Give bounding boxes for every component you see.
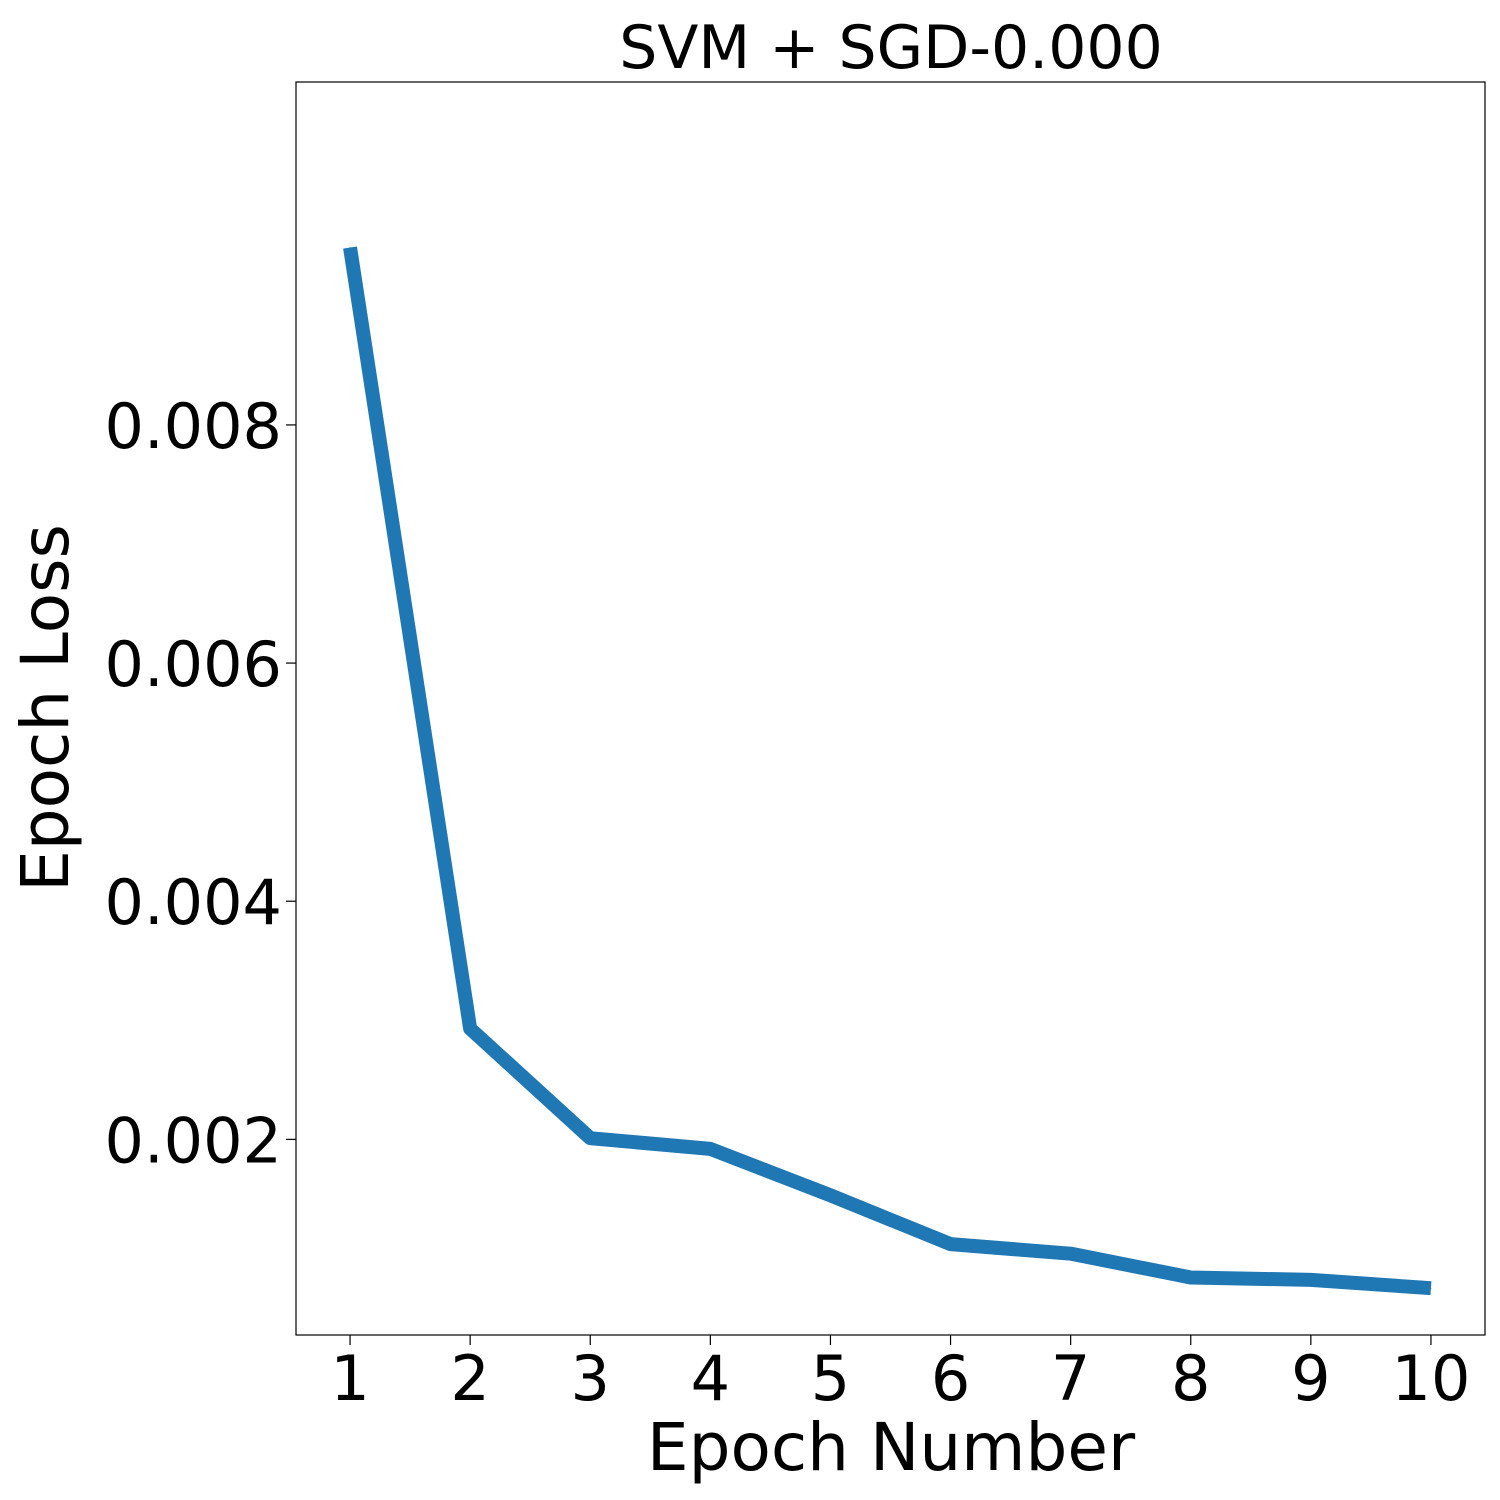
data-point [709, 1148, 711, 1150]
x-tick-label: 7 [1051, 1342, 1090, 1415]
y-tick-label: 0.002 [105, 1104, 283, 1177]
series-layer [343, 246, 1432, 1296]
y-axis: 0.002 0.004 0.006 0.008 [105, 390, 296, 1177]
x-tick-label: 8 [1171, 1342, 1210, 1415]
y-tick-label: 0.008 [105, 390, 283, 463]
data-point [589, 1137, 591, 1139]
x-tick-label: 10 [1392, 1342, 1471, 1415]
x-tick-label: 2 [450, 1342, 489, 1415]
data-point [1070, 1253, 1072, 1255]
plot-area-frame [295, 81, 1486, 1336]
data-point [349, 247, 351, 249]
y-tick-label: 0.004 [105, 866, 283, 939]
data-point [469, 1028, 471, 1030]
chart-title: SVM + SGD-0.000 [619, 13, 1163, 83]
x-axis: 1 2 3 4 5 6 7 8 9 10 [330, 1335, 1470, 1415]
x-axis-label: Epoch Number [647, 1409, 1136, 1486]
x-tick-label: 3 [571, 1342, 610, 1415]
data-point [1190, 1276, 1192, 1278]
y-axis-label: Epoch Loss [7, 524, 84, 892]
data-point [1310, 1279, 1312, 1281]
x-tick-label: 5 [811, 1342, 850, 1415]
series-line [343, 246, 1432, 1296]
x-tick-label: 4 [691, 1342, 730, 1415]
x-tick-label: 9 [1291, 1342, 1330, 1415]
x-tick-label: 6 [931, 1342, 970, 1415]
data-point [950, 1243, 952, 1245]
x-tick-label: 1 [330, 1342, 369, 1415]
data-point [829, 1194, 831, 1196]
y-tick-label: 0.006 [105, 628, 283, 701]
data-point [1430, 1287, 1432, 1289]
